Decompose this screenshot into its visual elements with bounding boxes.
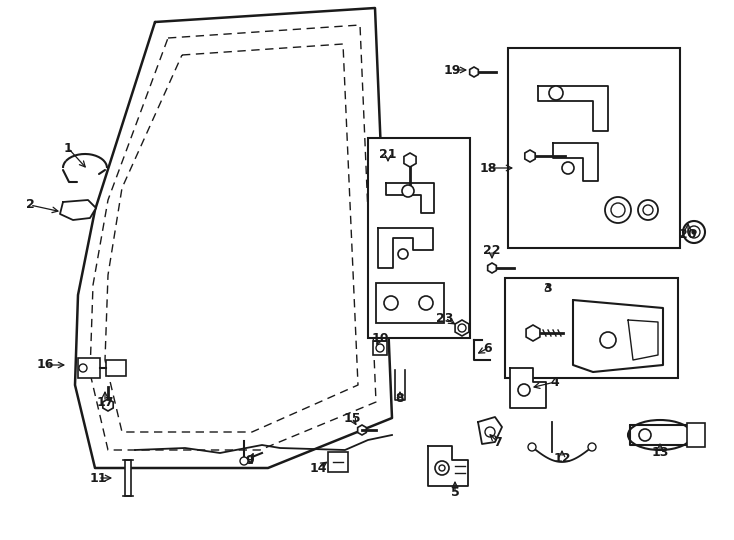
Polygon shape	[573, 300, 663, 372]
Polygon shape	[478, 417, 502, 444]
Circle shape	[240, 457, 248, 465]
Text: 9: 9	[246, 454, 254, 467]
Polygon shape	[357, 425, 366, 435]
Circle shape	[638, 200, 658, 220]
Circle shape	[485, 427, 495, 437]
Text: 22: 22	[483, 244, 501, 256]
Circle shape	[588, 443, 596, 451]
Text: 3: 3	[544, 281, 552, 294]
Polygon shape	[553, 143, 598, 181]
Text: 1: 1	[64, 141, 73, 154]
Bar	[368, 138, 470, 338]
Text: 23: 23	[436, 312, 454, 325]
Text: 19: 19	[443, 64, 461, 77]
Polygon shape	[526, 325, 540, 341]
Circle shape	[549, 86, 563, 100]
Circle shape	[643, 205, 653, 215]
Circle shape	[376, 344, 384, 352]
Polygon shape	[525, 150, 535, 162]
Polygon shape	[386, 183, 434, 213]
Bar	[125, 460, 131, 496]
Text: 11: 11	[90, 471, 106, 484]
Circle shape	[398, 249, 408, 259]
Circle shape	[419, 296, 433, 310]
Text: 14: 14	[309, 462, 327, 475]
Circle shape	[688, 226, 700, 238]
Text: 10: 10	[371, 332, 389, 345]
Bar	[508, 48, 680, 248]
Text: 12: 12	[553, 451, 571, 464]
Text: 18: 18	[479, 161, 497, 174]
Polygon shape	[404, 153, 416, 167]
Circle shape	[600, 332, 616, 348]
Polygon shape	[60, 200, 96, 220]
Polygon shape	[428, 446, 468, 486]
Text: 7: 7	[494, 435, 502, 449]
Text: 15: 15	[344, 411, 360, 424]
Polygon shape	[538, 86, 608, 131]
Polygon shape	[103, 399, 113, 411]
Text: 8: 8	[396, 392, 404, 404]
Bar	[106, 360, 126, 376]
Circle shape	[79, 364, 87, 372]
Circle shape	[692, 230, 696, 234]
Polygon shape	[378, 228, 433, 268]
Bar	[78, 358, 100, 378]
Text: 13: 13	[651, 447, 669, 460]
Bar	[328, 452, 348, 472]
Circle shape	[518, 384, 530, 396]
Text: 21: 21	[379, 148, 397, 161]
Bar	[373, 341, 387, 355]
Polygon shape	[510, 368, 546, 408]
Circle shape	[384, 296, 398, 310]
Text: 2: 2	[26, 199, 34, 212]
Circle shape	[439, 465, 445, 471]
Polygon shape	[112, 363, 120, 373]
Bar	[687, 423, 705, 447]
Text: 4: 4	[550, 375, 559, 388]
Circle shape	[435, 461, 449, 475]
Circle shape	[639, 429, 651, 441]
Circle shape	[605, 197, 631, 223]
Polygon shape	[470, 67, 479, 77]
Bar	[505, 278, 678, 378]
Polygon shape	[455, 320, 469, 336]
Text: 16: 16	[36, 359, 54, 372]
Bar	[376, 283, 444, 323]
Polygon shape	[487, 263, 496, 273]
Circle shape	[528, 443, 536, 451]
Text: 6: 6	[484, 341, 493, 354]
Text: 17: 17	[96, 395, 114, 408]
Circle shape	[458, 324, 466, 332]
Circle shape	[611, 203, 625, 217]
Text: 20: 20	[679, 228, 697, 241]
Circle shape	[683, 221, 705, 243]
Circle shape	[562, 162, 574, 174]
Text: 5: 5	[451, 487, 459, 500]
Circle shape	[402, 185, 414, 197]
